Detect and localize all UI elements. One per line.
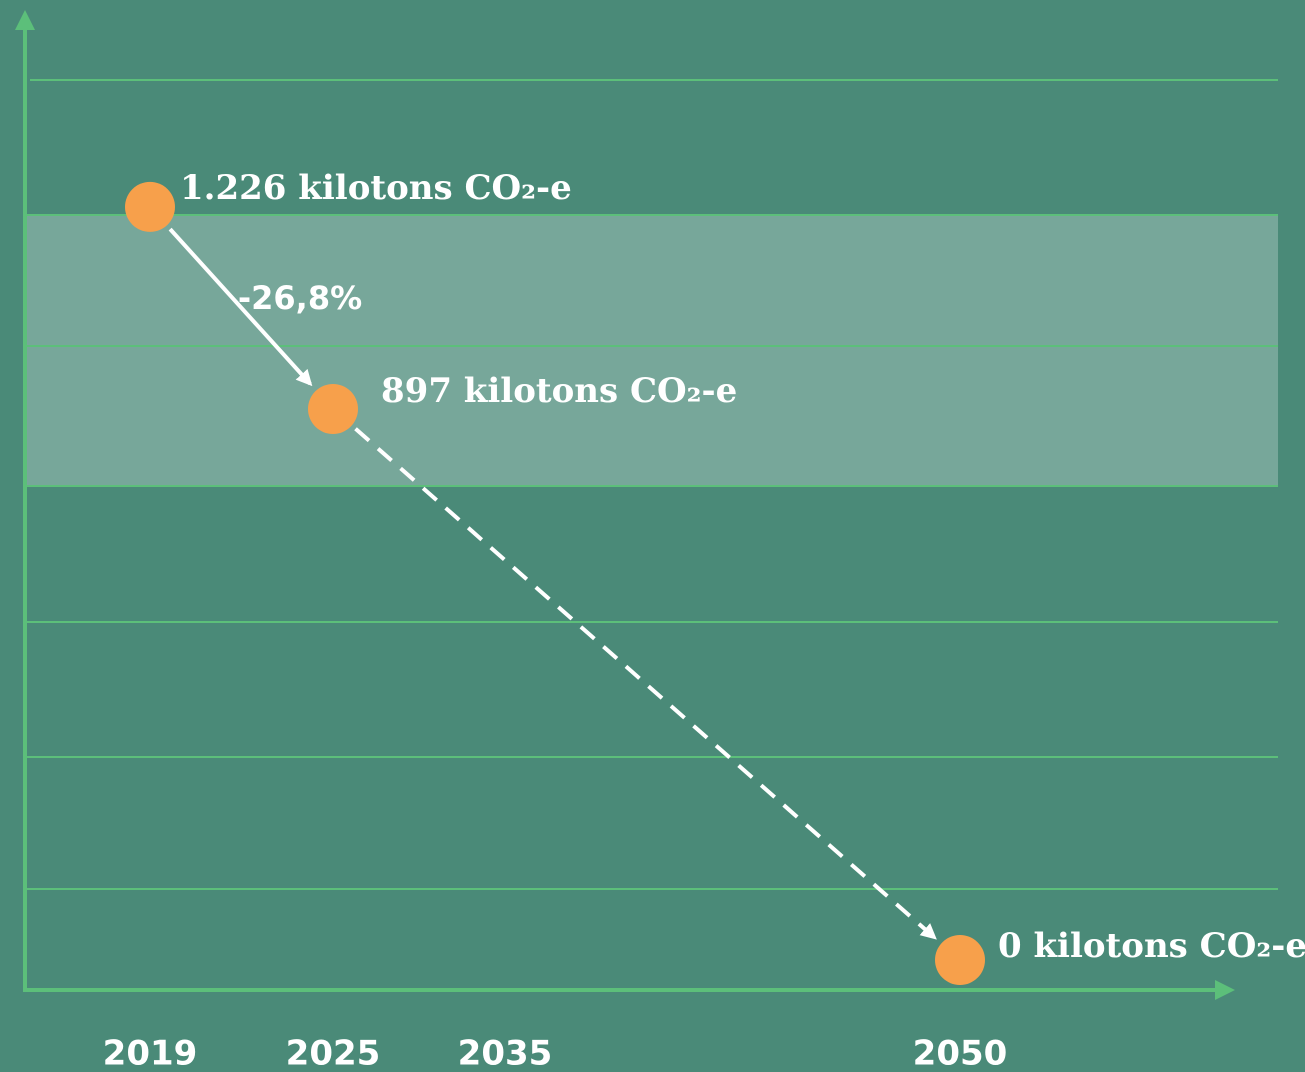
x-tick-label: 2050 xyxy=(913,1034,1008,1072)
value-label: 0 kilotons CO₂-e xyxy=(998,926,1305,966)
grid xyxy=(25,79,1278,890)
trend-arrow xyxy=(354,427,937,940)
trend-arrow xyxy=(168,227,313,387)
data-point xyxy=(935,935,985,985)
data-point xyxy=(308,383,358,434)
annotation: -26,8% xyxy=(238,279,362,317)
value-label: 897 kilotons CO₂-e xyxy=(381,371,737,411)
x-tick-label: 2019 xyxy=(103,1034,198,1072)
x-tick-label: 2025 xyxy=(286,1034,381,1072)
data-point xyxy=(125,181,175,232)
x-tick-label: 2035 xyxy=(458,1034,553,1072)
value-label: 1.226 kilotons CO₂-e xyxy=(180,168,572,208)
highlight-band xyxy=(25,215,1278,486)
